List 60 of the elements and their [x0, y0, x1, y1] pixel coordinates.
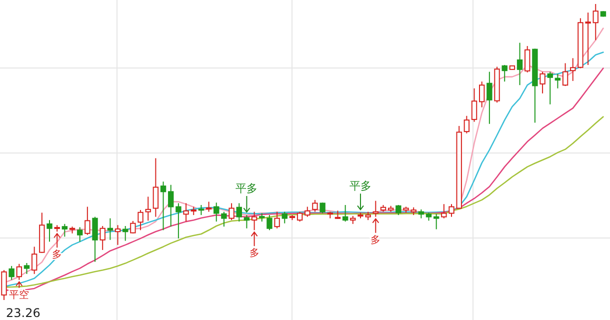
candlestick — [8, 265, 14, 280]
candlestick — [62, 223, 68, 238]
candlestick — [183, 202, 189, 222]
candlestick — [145, 196, 151, 222]
candlestick — [130, 220, 136, 234]
annotation: 多 — [249, 247, 260, 260]
candlestick — [214, 202, 220, 222]
candlestick — [486, 71, 492, 124]
candlestick — [516, 42, 523, 86]
candlestick — [592, 4, 598, 41]
candlestick — [160, 181, 166, 231]
candlestick — [524, 46, 530, 73]
candlestick — [433, 213, 440, 230]
annotation: 多 — [370, 234, 381, 246]
candlestick — [266, 214, 272, 231]
candlestick — [244, 214, 250, 229]
candlestick — [228, 202, 234, 221]
candlestick — [342, 204, 348, 222]
candlestick — [206, 201, 212, 212]
candlestick — [122, 226, 128, 242]
candlestick — [274, 211, 280, 229]
candlestick — [502, 64, 508, 82]
text: 23.26 — [6, 306, 40, 320]
candlestick — [138, 210, 144, 231]
candlestick — [304, 206, 310, 218]
candlestick — [16, 263, 22, 280]
candlestick — [1, 270, 7, 300]
candlestick — [76, 226, 83, 242]
candlestick — [471, 88, 478, 122]
candlestick — [152, 158, 159, 218]
annotation: 平空 — [9, 288, 30, 301]
candlestick — [221, 211, 227, 228]
candlestick — [107, 218, 114, 240]
candlestick — [464, 115, 470, 134]
candlestick — [31, 246, 38, 274]
candlestick — [396, 204, 402, 216]
candlestick — [372, 200, 379, 218]
candlestick — [282, 211, 288, 224]
candlestick — [236, 202, 242, 222]
candlestick — [100, 226, 106, 250]
candlestick — [198, 204, 204, 216]
candlestick — [251, 211, 258, 231]
candlestick — [562, 62, 568, 86]
candlestick — [554, 73, 561, 89]
annotation: 平多 — [236, 182, 258, 196]
candlestick — [176, 202, 182, 239]
annotation: 平多 — [349, 180, 372, 193]
candlestick — [570, 58, 576, 82]
candlestick — [24, 262, 30, 274]
candlestick — [114, 224, 121, 246]
candlestick — [478, 81, 485, 108]
candlestick — [540, 71, 546, 94]
candlestick — [320, 202, 326, 214]
candlestick — [168, 184, 174, 228]
candlestick — [296, 211, 303, 222]
candlestick — [547, 71, 553, 105]
candlestick — [46, 220, 52, 242]
candlestick — [84, 206, 90, 236]
candlestick — [92, 216, 98, 262]
candlestick — [312, 199, 318, 212]
